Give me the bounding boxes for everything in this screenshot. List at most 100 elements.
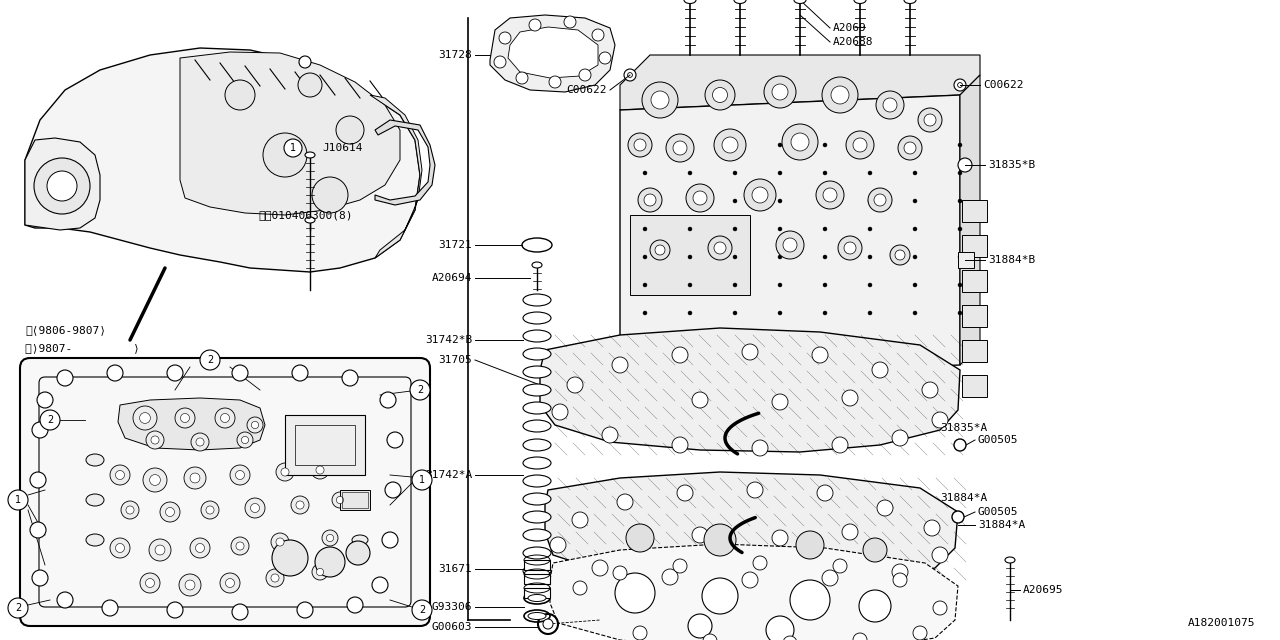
Ellipse shape bbox=[529, 595, 547, 602]
Circle shape bbox=[842, 524, 858, 540]
Circle shape bbox=[868, 188, 892, 212]
Circle shape bbox=[372, 577, 388, 593]
Circle shape bbox=[643, 311, 646, 315]
Circle shape bbox=[822, 77, 858, 113]
Circle shape bbox=[326, 534, 334, 541]
Text: 31742*B: 31742*B bbox=[425, 335, 472, 345]
Circle shape bbox=[206, 506, 214, 514]
Circle shape bbox=[772, 530, 788, 546]
Circle shape bbox=[868, 283, 872, 287]
Circle shape bbox=[913, 171, 916, 175]
Bar bbox=[963, 235, 987, 257]
Circle shape bbox=[904, 142, 916, 154]
Ellipse shape bbox=[794, 0, 806, 3]
Circle shape bbox=[315, 547, 346, 577]
Ellipse shape bbox=[352, 535, 369, 545]
Text: ②Ⓑ010406300(8): ②Ⓑ010406300(8) bbox=[259, 210, 352, 220]
Circle shape bbox=[387, 432, 403, 448]
Circle shape bbox=[957, 227, 963, 231]
Circle shape bbox=[822, 570, 838, 586]
Ellipse shape bbox=[684, 0, 696, 3]
Circle shape bbox=[765, 616, 794, 640]
Text: 31671: 31671 bbox=[438, 564, 472, 574]
Circle shape bbox=[591, 29, 604, 41]
Circle shape bbox=[385, 482, 401, 498]
Circle shape bbox=[634, 626, 646, 640]
Ellipse shape bbox=[532, 262, 541, 268]
Circle shape bbox=[316, 568, 324, 575]
Bar bbox=[524, 574, 550, 584]
Circle shape bbox=[733, 199, 737, 203]
Circle shape bbox=[291, 496, 308, 514]
Circle shape bbox=[957, 283, 963, 287]
Circle shape bbox=[753, 556, 767, 570]
Circle shape bbox=[673, 141, 687, 155]
Circle shape bbox=[643, 227, 646, 231]
Circle shape bbox=[913, 283, 916, 287]
Circle shape bbox=[778, 255, 782, 259]
Bar bbox=[957, 252, 974, 268]
Circle shape bbox=[922, 382, 938, 398]
Circle shape bbox=[748, 482, 763, 498]
Circle shape bbox=[689, 227, 692, 231]
Circle shape bbox=[58, 592, 73, 608]
Circle shape bbox=[643, 283, 646, 287]
Polygon shape bbox=[490, 15, 614, 92]
Circle shape bbox=[151, 436, 159, 444]
Circle shape bbox=[564, 16, 576, 28]
Circle shape bbox=[778, 227, 782, 231]
Circle shape bbox=[196, 543, 205, 552]
Ellipse shape bbox=[305, 217, 315, 223]
Text: 2: 2 bbox=[419, 605, 425, 615]
Circle shape bbox=[778, 143, 782, 147]
Ellipse shape bbox=[524, 312, 550, 324]
Circle shape bbox=[166, 365, 183, 381]
Circle shape bbox=[892, 564, 908, 580]
Circle shape bbox=[932, 547, 948, 563]
Ellipse shape bbox=[854, 0, 867, 3]
Circle shape bbox=[868, 311, 872, 315]
Circle shape bbox=[572, 512, 588, 528]
Circle shape bbox=[613, 566, 627, 580]
Circle shape bbox=[271, 533, 289, 551]
Circle shape bbox=[868, 255, 872, 259]
Circle shape bbox=[823, 199, 827, 203]
Circle shape bbox=[733, 283, 737, 287]
Circle shape bbox=[186, 580, 195, 590]
Circle shape bbox=[733, 227, 737, 231]
Circle shape bbox=[957, 83, 963, 88]
Text: ②⟨9806-9807⟩: ②⟨9806-9807⟩ bbox=[26, 325, 106, 335]
Circle shape bbox=[323, 530, 338, 546]
Circle shape bbox=[791, 133, 809, 151]
Circle shape bbox=[831, 86, 849, 104]
Circle shape bbox=[918, 108, 942, 132]
Ellipse shape bbox=[1005, 557, 1015, 563]
Circle shape bbox=[266, 569, 284, 587]
Bar bbox=[294, 425, 355, 465]
Circle shape bbox=[292, 365, 308, 381]
Ellipse shape bbox=[524, 457, 550, 469]
Circle shape bbox=[689, 614, 712, 638]
Circle shape bbox=[297, 602, 314, 618]
Circle shape bbox=[733, 255, 737, 259]
Circle shape bbox=[890, 245, 910, 265]
Circle shape bbox=[412, 470, 433, 490]
Circle shape bbox=[872, 362, 888, 378]
Ellipse shape bbox=[524, 366, 550, 378]
Circle shape bbox=[868, 227, 872, 231]
Ellipse shape bbox=[522, 238, 552, 252]
Circle shape bbox=[689, 283, 692, 287]
Text: 31835*A: 31835*A bbox=[940, 423, 987, 433]
Circle shape bbox=[143, 468, 166, 492]
Circle shape bbox=[232, 604, 248, 620]
Circle shape bbox=[957, 199, 963, 203]
Circle shape bbox=[764, 76, 796, 108]
Circle shape bbox=[823, 143, 827, 147]
Circle shape bbox=[37, 392, 52, 408]
Ellipse shape bbox=[524, 511, 550, 523]
Polygon shape bbox=[620, 95, 960, 380]
Circle shape bbox=[35, 158, 90, 214]
Circle shape bbox=[220, 573, 241, 593]
Circle shape bbox=[924, 114, 936, 126]
Text: G93306: G93306 bbox=[431, 602, 472, 612]
